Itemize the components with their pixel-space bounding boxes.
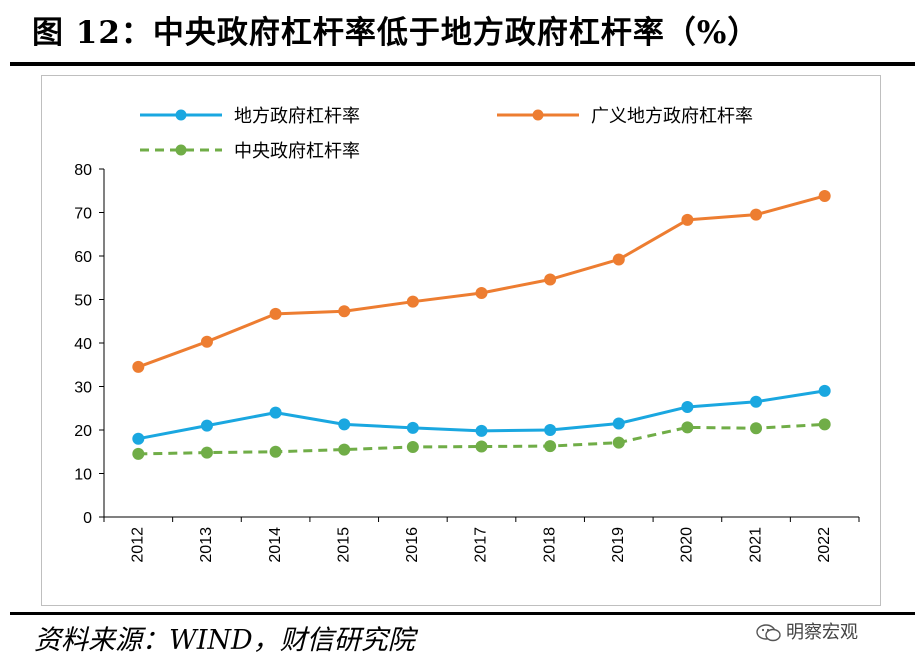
series-line (137, 194, 826, 369)
data-point (750, 395, 763, 408)
data-point (750, 422, 763, 435)
watermark-text: 明察宏观 (786, 622, 858, 643)
data-point (269, 307, 282, 320)
y-tick-label: 30 (74, 380, 92, 397)
data-point (612, 436, 625, 449)
legend-item: 中央政府杠杆率 (140, 141, 360, 162)
legend-label: 中央政府杠杆率 (234, 141, 360, 162)
x-tick-label: 2014 (267, 527, 284, 563)
data-point (681, 400, 694, 413)
legend-label: 广义地方政府杠杆率 (591, 106, 753, 127)
y-tick-label: 0 (83, 510, 92, 527)
data-point (544, 273, 557, 286)
x-tick-label: 2012 (130, 527, 147, 563)
source-note: 资料来源：WIND，财信研究院 (34, 625, 415, 656)
data-point (612, 253, 625, 266)
top-rule (10, 62, 915, 66)
watermark: 明察宏观 (756, 620, 858, 646)
x-tick-label: 2016 (404, 527, 421, 563)
x-tick-label: 2019 (610, 527, 627, 563)
legend-swatch-marker (175, 144, 187, 156)
data-point (269, 406, 282, 419)
x-tick-label: 2020 (679, 527, 696, 563)
series-line (138, 422, 825, 456)
x-tick-label: 2018 (541, 527, 558, 563)
data-point (132, 432, 145, 445)
data-point (818, 189, 831, 202)
axes: 0 10 20 30 40 50 60 70 80 2012 2013 2014 2015 2016 201… (74, 162, 860, 563)
data-point (818, 418, 831, 431)
wechat-icon (756, 624, 781, 642)
chart-frame: 地方政府杠杆率 广义地方政府杠杆率中央政府杠杆率 0 10 20 30 40 50 60 70 8… (41, 75, 881, 606)
legend-label: 地方政府杠杆率 (234, 106, 360, 127)
data-point (200, 335, 213, 348)
data-point (132, 360, 145, 373)
y-tick-label: 40 (74, 336, 92, 353)
y-tick-label: 20 (74, 423, 92, 440)
data-point (200, 419, 213, 432)
data-point (200, 446, 213, 459)
data-point (132, 447, 145, 460)
series-group (132, 189, 831, 460)
x-tick-label: 2022 (816, 527, 833, 563)
legend-swatch-marker (532, 109, 544, 121)
figure-title: 图 12：中央政府杠杆率低于地方政府杠杆率（%） (32, 15, 760, 51)
data-point (612, 417, 625, 430)
data-point (269, 445, 282, 458)
x-tick-label: 2013 (198, 527, 215, 563)
data-point (681, 421, 694, 434)
data-point (681, 213, 694, 226)
x-tick-label: 2017 (473, 527, 490, 563)
data-point (338, 305, 351, 318)
data-point (475, 286, 488, 299)
data-point (544, 440, 557, 453)
data-point (338, 443, 351, 456)
series-0 (132, 384, 831, 445)
data-point (750, 208, 763, 221)
x-tick-label: 2015 (335, 527, 352, 563)
data-point (338, 418, 351, 431)
y-tick-label: 80 (74, 162, 92, 179)
bottom-rule (10, 612, 915, 615)
data-point (818, 384, 831, 397)
data-point (406, 440, 419, 453)
series-1 (132, 189, 831, 373)
series-2 (132, 418, 831, 460)
y-tick-label: 60 (74, 249, 92, 266)
data-point (475, 424, 488, 437)
data-point (544, 424, 557, 436)
legend-item: 地方政府杠杆率 (140, 106, 360, 127)
legend-swatch-marker (175, 109, 187, 121)
y-tick-label: 50 (74, 293, 92, 310)
x-tick-label: 2021 (747, 527, 764, 563)
data-point (406, 295, 419, 308)
data-point (406, 421, 419, 434)
y-tick-label: 70 (74, 206, 92, 223)
legend-item: 广义地方政府杠杆率 (497, 106, 753, 127)
data-point (475, 440, 488, 453)
y-tick-label: 10 (74, 467, 92, 484)
